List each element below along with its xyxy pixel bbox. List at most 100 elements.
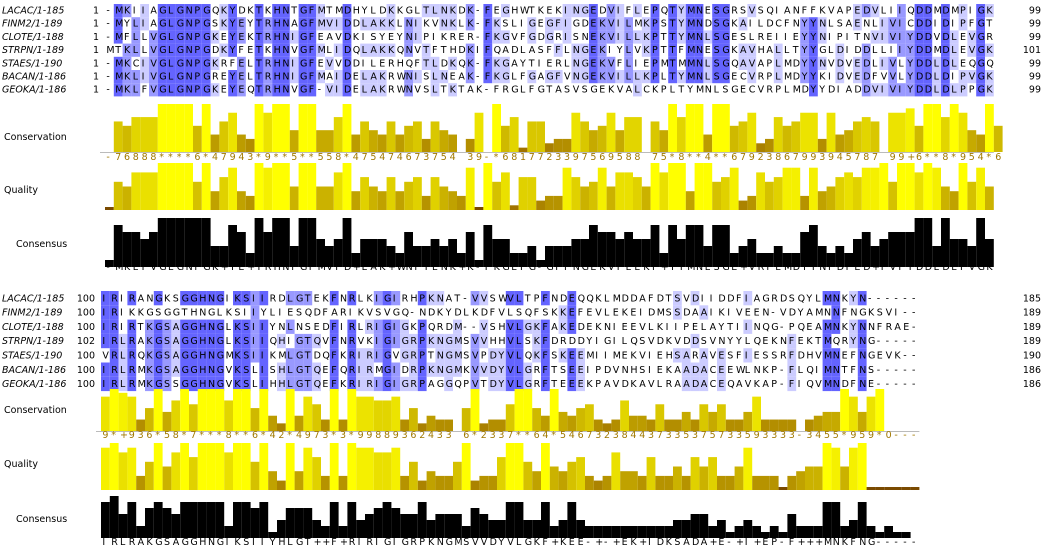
sequence-name: BACAN/1-186 (2, 72, 66, 83)
quality-bar (219, 177, 229, 210)
residue-cell (184, 43, 193, 57)
residue-cell (690, 333, 700, 349)
conservation-bar (761, 419, 770, 431)
consensus-bar (488, 520, 497, 538)
residue-cell (329, 348, 339, 363)
residue-cell (650, 70, 660, 84)
residue-cell (210, 83, 220, 97)
residue-cell (377, 43, 387, 57)
residue-cell (347, 291, 357, 306)
residue-cell (699, 362, 709, 377)
conservation-bar (131, 117, 141, 152)
residue-cell (180, 362, 189, 377)
conservation-bar (721, 104, 730, 152)
conservation-bar (233, 389, 242, 431)
consensus-bar (949, 239, 959, 267)
residue-cell (787, 376, 797, 392)
residue-cell (787, 348, 797, 363)
conservation-bar (857, 411, 867, 431)
consensus-bar (365, 514, 374, 538)
residue-cell (849, 291, 858, 306)
residue-cell (369, 83, 378, 97)
residue-cell (747, 56, 757, 70)
quality-bar (597, 167, 607, 210)
end-number: 99 (1029, 72, 1041, 83)
conservation-bar (113, 121, 123, 152)
residue-cell (193, 83, 202, 97)
quality-bar (641, 186, 651, 210)
consensus-bar (268, 532, 277, 538)
residue-cell (426, 362, 436, 377)
residue-cell (439, 70, 449, 84)
sequence: IRIRANGKSGGHNGIKSIIRDLGTEKFNRLKIGIRHPKNA… (102, 293, 915, 304)
conservation-bar (321, 419, 330, 431)
residue-cell (145, 319, 154, 334)
residue-cell (421, 4, 431, 18)
residue-cell (373, 376, 383, 392)
quality-bar (655, 475, 665, 490)
conservation-bar (127, 396, 137, 431)
consensus-bar (228, 225, 237, 267)
residue-cell (109, 319, 119, 334)
quality-bar (673, 466, 682, 490)
consensus-bar (166, 218, 176, 267)
residue-cell (809, 17, 818, 31)
residue-cell (835, 70, 845, 84)
residue-cell (325, 83, 334, 97)
consensus-bar (875, 532, 885, 538)
residue-cell (699, 305, 709, 320)
quality-bar (289, 186, 299, 210)
residue-cell (272, 30, 281, 44)
consensus-bar (800, 232, 809, 267)
residue-cell (470, 348, 480, 363)
residue-cell (316, 43, 325, 57)
quality-bar (175, 163, 185, 210)
residue-cell (532, 319, 541, 334)
residue-cell (175, 4, 185, 18)
residue-cell (580, 70, 589, 84)
residue-cell (435, 362, 445, 377)
consensus-bar (664, 526, 673, 538)
residue-cell (857, 376, 867, 392)
residue-cell (153, 362, 163, 377)
residue-cell (421, 56, 431, 70)
residue-cell (717, 376, 726, 392)
start-number: 1 (93, 85, 99, 96)
residue-cell (492, 56, 501, 70)
consensus-bar (708, 526, 717, 538)
residue-cell (668, 17, 677, 31)
consensus-bar (905, 232, 915, 267)
consensus-bar (162, 508, 172, 538)
conservation-bar (277, 423, 286, 431)
consensus-bar (312, 520, 321, 538)
conservation-bar (849, 396, 858, 431)
residue-cell (342, 30, 352, 44)
residue-cell (453, 362, 462, 377)
quality-bar (166, 163, 176, 210)
consensus-bar (703, 246, 713, 267)
consensus-bar (285, 508, 295, 538)
residue-cell (101, 376, 110, 392)
residue-cell (717, 348, 726, 363)
residue-cell (879, 83, 889, 97)
quality-bar (765, 181, 774, 210)
residue-cell (263, 17, 273, 31)
residue-cell (589, 56, 598, 70)
sequence: -MKIIAGLGNPGQKYDKTKHNTGFMTMDHYLDKKGLTLNK… (106, 6, 993, 17)
start-number: 100 (77, 322, 95, 333)
residue-cell (465, 43, 475, 57)
conservation-bar (285, 389, 295, 431)
consensus-bar (391, 508, 401, 538)
residue-cell (197, 333, 207, 349)
residue-cell (184, 17, 193, 31)
quality-bar (694, 163, 704, 210)
residue-cell (453, 319, 462, 334)
consensus-bar (650, 225, 660, 267)
residue-cell (941, 70, 950, 84)
residue-cell (409, 376, 418, 392)
residue-cell (347, 333, 357, 349)
residue-cell (149, 43, 158, 57)
residue-cell (241, 291, 251, 306)
residue-cell (400, 333, 409, 349)
residue-cell (633, 30, 642, 44)
